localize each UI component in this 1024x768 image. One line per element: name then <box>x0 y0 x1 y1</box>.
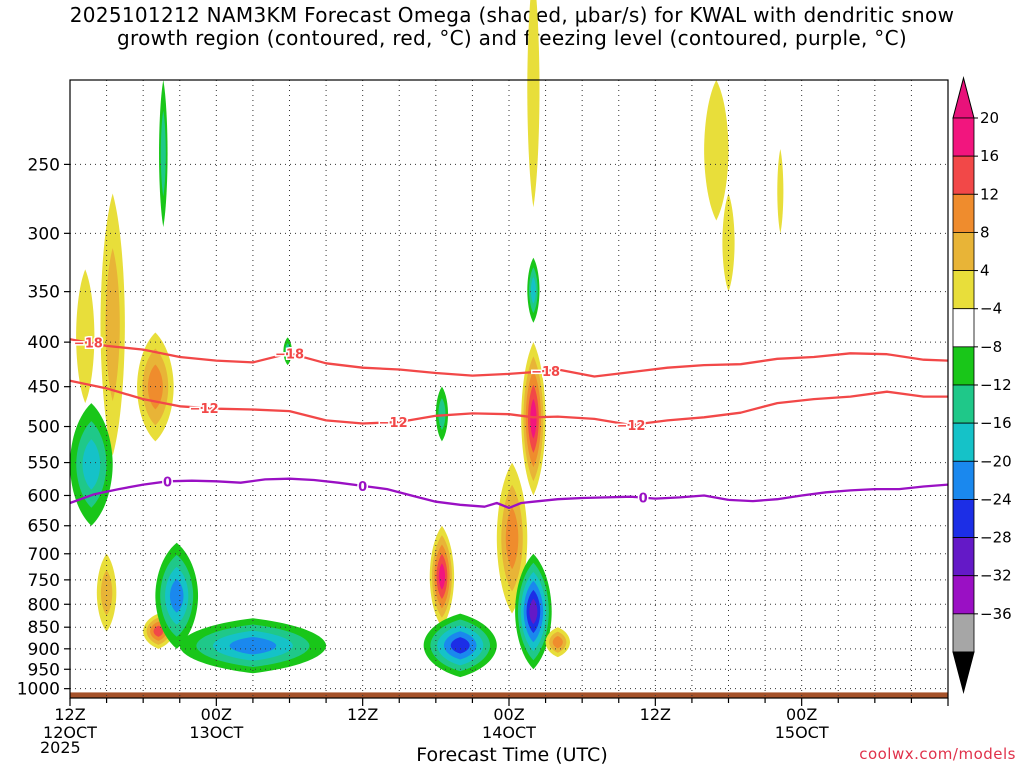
omega-region-12-level-4 <box>450 637 470 654</box>
y-tick-label-1000: 1000 <box>17 680 60 700</box>
colorbar-label-4: 4 <box>980 262 990 280</box>
contour-label-1-2: −12 <box>616 419 645 434</box>
omega-region-2-level-1 <box>100 569 113 616</box>
y-tick-label-600: 600 <box>28 486 60 506</box>
contour-line-1 <box>69 379 948 427</box>
omega-shading <box>70 0 784 678</box>
contour-label-2-1: 0 <box>358 480 367 495</box>
colorbar-label-10: −24 <box>980 490 1012 508</box>
omega-region-15-level-0 <box>527 0 540 208</box>
chart-title-line-1: 2025101212 NAM3KM Forecast Omega (shaded… <box>69 3 955 27</box>
colorbar-label-7: −12 <box>980 376 1012 394</box>
y-tick-label-850: 850 <box>28 618 60 638</box>
x-tick-label-3: 00Z <box>493 705 524 724</box>
colorbar-label-5: −4 <box>980 300 1002 318</box>
y-tick-label-900: 900 <box>28 640 60 660</box>
source-credit: coolwx.com/models <box>859 745 1016 763</box>
colorbar-segment-11 <box>952 537 975 577</box>
colorbar-label-1: 16 <box>980 147 999 165</box>
colorbar-label-11: −28 <box>980 529 1012 547</box>
contour-label-2-2: 0 <box>639 492 648 507</box>
contour-line-2 <box>69 477 949 510</box>
omega-region-16-level-2 <box>530 276 536 304</box>
y-tick-label-350: 350 <box>28 283 60 303</box>
colorbar-segment-7 <box>952 384 975 424</box>
contour-line-0 <box>69 338 949 378</box>
chart-title-line-2: growth region (contoured, red, °C) and f… <box>117 26 907 50</box>
omega-region-1-level-1 <box>105 248 120 402</box>
x-tick-label-5: 00Z <box>786 705 817 724</box>
y-tick-label-300: 300 <box>28 224 60 244</box>
colorbar-segment-4 <box>952 270 975 310</box>
omega-region-6-level-2 <box>82 439 101 490</box>
x-tick-sublabel-5: 15OCT <box>775 723 829 742</box>
omega-region-18-level-2 <box>552 636 563 649</box>
colorbar-segment-13 <box>952 613 975 653</box>
colorbar-segment-12 <box>952 575 975 615</box>
y-tick-label-550: 550 <box>28 454 60 474</box>
x-tick-label-0: 12Z <box>54 705 85 724</box>
omega-region-5-level-1 <box>160 110 166 197</box>
contour-label-1-0: −12 <box>190 402 219 417</box>
contour-label-2-0: 0 <box>163 475 172 490</box>
omega-region-4-level-3 <box>153 625 164 637</box>
colorbar: 20 16 12 8 4 −4 −8 −12 −16 −20 −24 −28 −32 −36 <box>952 76 1012 694</box>
colorbar-segment-9 <box>952 460 975 500</box>
colorbar-label-8: −16 <box>980 414 1012 432</box>
colorbar-label-13: −36 <box>980 605 1012 623</box>
colorbar-segment-5 <box>952 308 975 348</box>
grid-lines <box>70 80 948 698</box>
y-tick-label-700: 700 <box>28 545 60 565</box>
x-axis-title: Forecast Time (UTC) <box>416 744 608 766</box>
x-tick-sublabel-1: 13OCT <box>189 723 243 742</box>
y-tick-label-750: 750 <box>28 571 60 591</box>
y-tick-label-400: 400 <box>28 333 60 353</box>
x-tick-sublabel-0: 12OCT <box>43 723 97 742</box>
colorbar-segment-2 <box>952 193 975 233</box>
contour-label-0-2: −18 <box>531 365 560 380</box>
colorbar-label-6: −8 <box>980 338 1002 356</box>
colorbar-label-12: −32 <box>980 567 1012 585</box>
axes: 2503003504004505005506006507007508008509… <box>17 79 949 742</box>
contour-label-1-1: −12 <box>379 416 408 431</box>
omega-region-11-level-1 <box>438 398 446 430</box>
colorbar-segment-6 <box>952 346 975 386</box>
x-tick-label-2: 12Z <box>347 705 378 724</box>
colorbar-segment-1 <box>952 155 975 195</box>
x-tick-label-4: 12Z <box>640 705 671 724</box>
omega-region-10-level-4 <box>438 563 446 590</box>
omega-region-17-level-5 <box>529 598 538 625</box>
colorbar-segment-10 <box>952 499 975 538</box>
colorbar-label-0: 20 <box>980 109 999 127</box>
omega-region-20-level-0 <box>722 193 735 292</box>
chart-title: 2025101212 NAM3KM Forecast Omega (shaded… <box>0 4 1024 50</box>
contour-label-0-1: −18 <box>275 347 304 362</box>
colorbar-segment-3 <box>952 232 975 271</box>
y-tick-label-800: 800 <box>28 595 60 615</box>
colorbar-label-2: 12 <box>980 185 999 203</box>
omega-region-14-level-4 <box>530 398 537 439</box>
colorbar-label-9: −20 <box>980 452 1012 470</box>
omega-region-19-level-0 <box>704 80 729 221</box>
y-tick-label-450: 450 <box>28 378 60 398</box>
colorbar-bottom-triangle <box>952 651 975 694</box>
x-tick-sublabel-3: 14OCT <box>482 723 536 742</box>
y-tick-label-650: 650 <box>28 517 60 537</box>
y-tick-label-250: 250 <box>28 155 60 175</box>
colorbar-segment-8 <box>952 422 975 462</box>
omega-region-9-level-1 <box>285 343 291 360</box>
colorbar-segment-0 <box>952 117 975 157</box>
omega-region-21-level-0 <box>777 148 784 234</box>
y-tick-label-500: 500 <box>28 418 60 438</box>
temperature-contours: −18 −18 −18 −12 −12 −12 0 0 0 <box>69 335 949 510</box>
colorbar-top-triangle <box>952 76 975 119</box>
x-tick-label-1: 00Z <box>201 705 232 724</box>
colorbar-label-3: 8 <box>980 223 990 241</box>
omega-region-0-level-0 <box>76 269 95 404</box>
contour-label-0-0: −18 <box>74 337 103 352</box>
x-axis-year-label: 2025 <box>40 738 81 757</box>
y-tick-label-950: 950 <box>28 660 60 680</box>
